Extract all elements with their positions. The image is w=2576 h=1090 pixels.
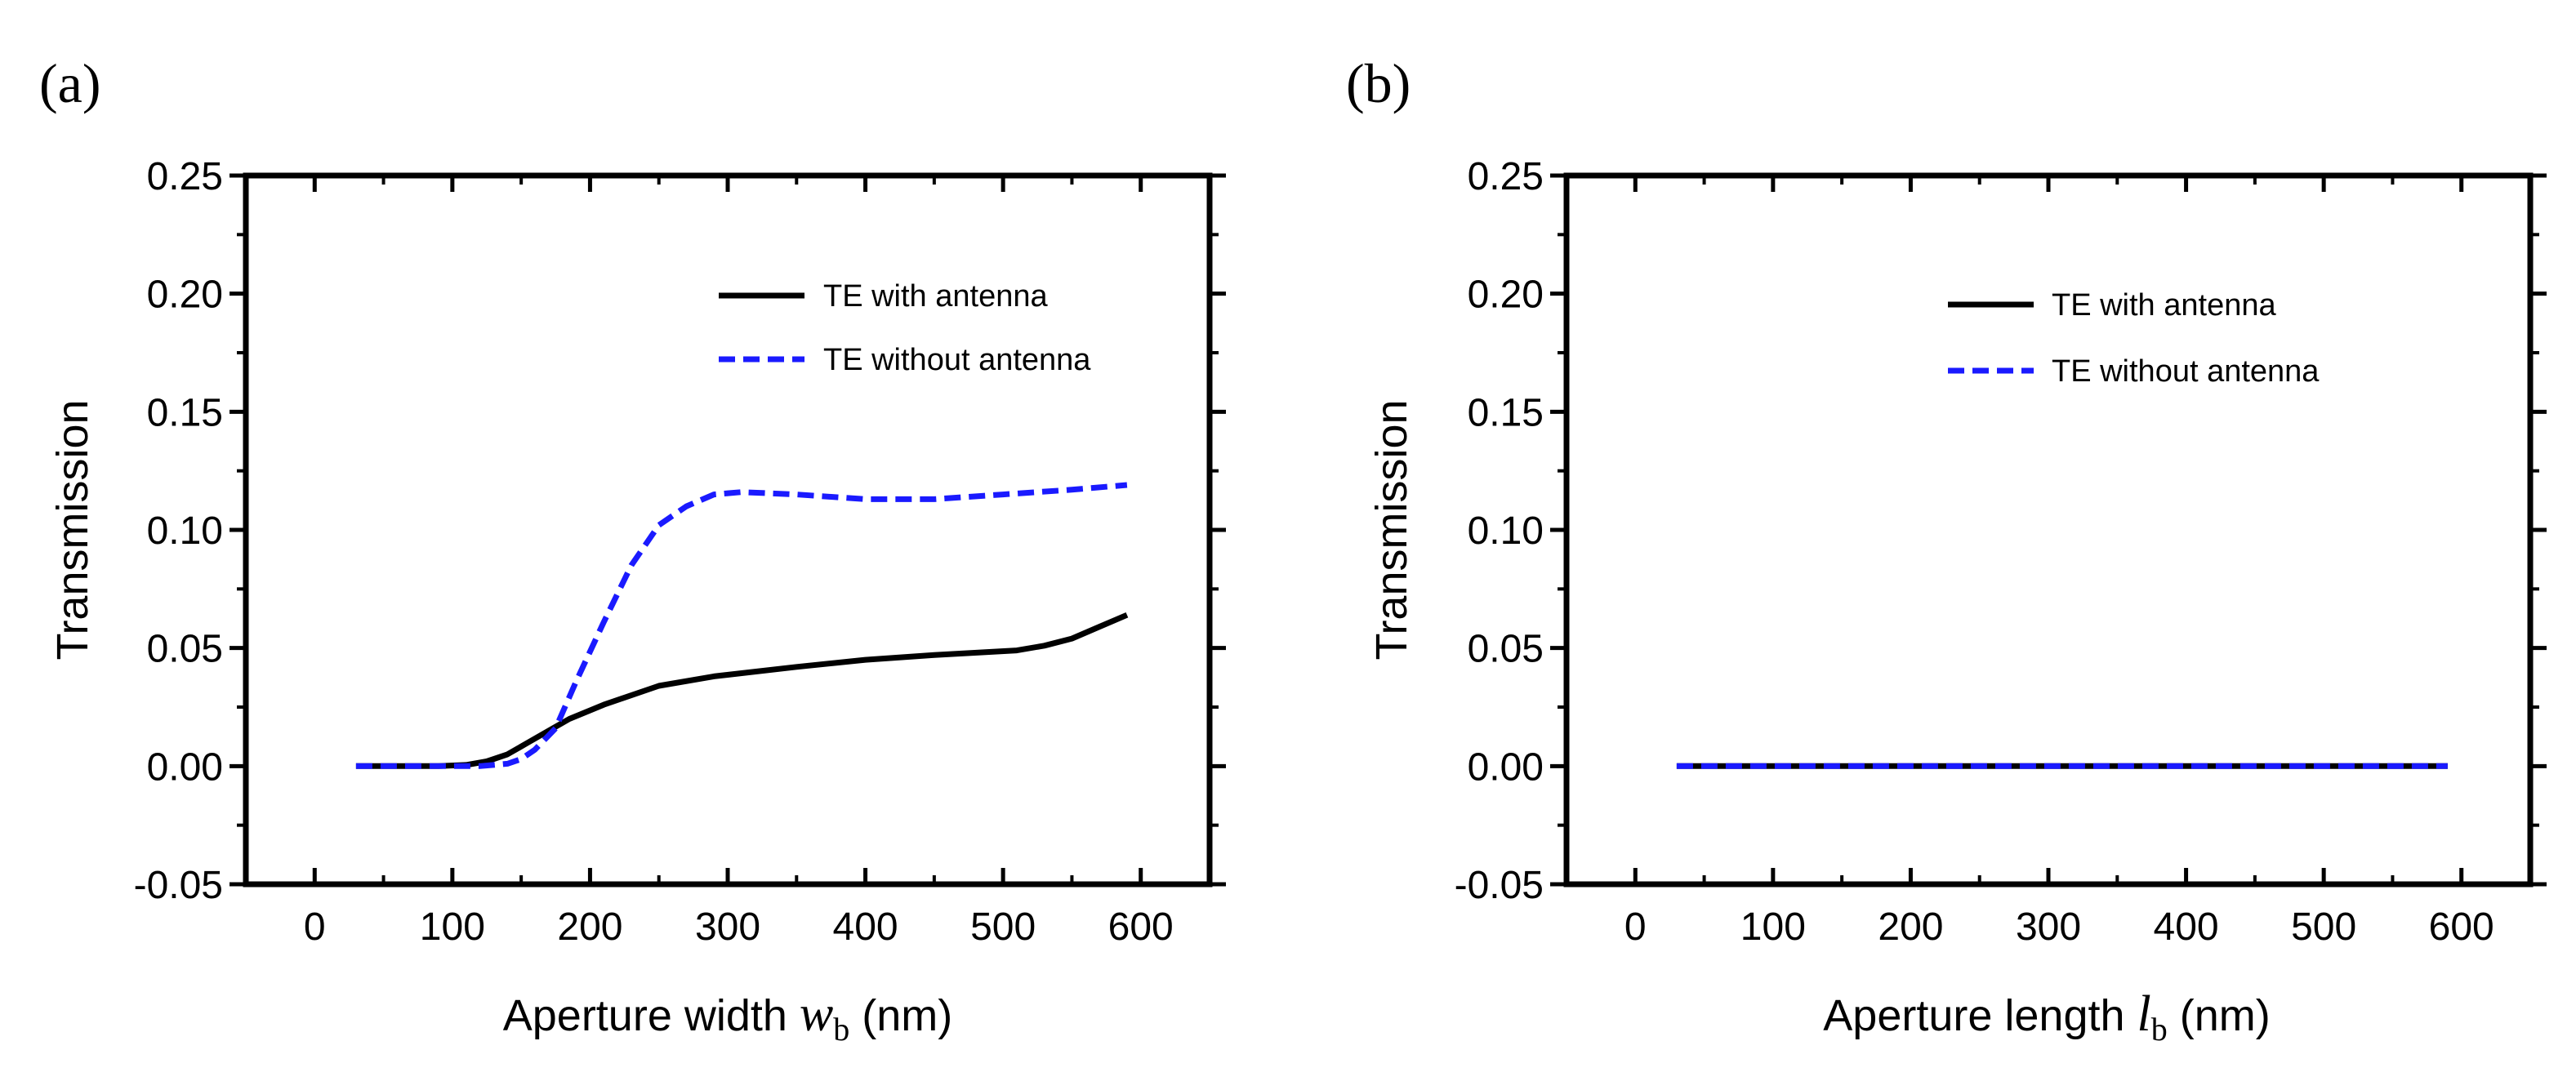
x-tick-label: 600 <box>1108 905 1174 949</box>
legend-label-without-antenna-a: TE without antenna <box>823 343 1091 377</box>
legend-a: TE with antenna TE without antenna <box>719 279 1091 377</box>
plot-frame-b <box>1563 172 2534 888</box>
x-tick-label: 500 <box>970 905 1036 949</box>
y-tick-label: 0.15 <box>147 391 223 434</box>
x-axis-var-a: w <box>800 986 833 1042</box>
y-tick-label: 0.10 <box>147 509 223 553</box>
x-tick-label: 200 <box>1878 905 1943 949</box>
y-tick-label: 0.25 <box>147 155 223 198</box>
y-tick-label: 0.05 <box>147 628 223 671</box>
y-tick-label: -0.05 <box>1455 864 1544 907</box>
x-axis-var-b: l <box>2137 986 2151 1042</box>
x-axis-title-suffix-a: (nm) <box>849 991 952 1040</box>
series-with-antenna-line-a <box>355 612 1129 769</box>
plot-frame-a <box>243 172 1213 888</box>
y-tick-label: 0.25 <box>1468 155 1544 198</box>
x-tick-label: 500 <box>2291 905 2356 949</box>
x-axis-title-suffix-b: (nm) <box>2168 991 2271 1040</box>
y-tick-label: 0.00 <box>1468 745 1544 789</box>
y-tick-label: 0.15 <box>1468 391 1544 434</box>
panel-a: (a) 0 100 200 300 400 500 600 -0.05 0.00 0.05 0.10… <box>39 52 1226 1048</box>
x-tick-label: 200 <box>557 905 622 949</box>
y-tick-label: 0.20 <box>1468 274 1544 317</box>
y-tick-label: 0.10 <box>1468 509 1544 553</box>
x-tick-label: 0 <box>304 905 326 949</box>
x-tick-label: 0 <box>1624 905 1647 949</box>
x-tick-label: 300 <box>695 905 760 949</box>
x-tick-label: 600 <box>2429 905 2494 949</box>
x-axis-sub-a: b <box>833 1011 849 1048</box>
legend-label-with-antenna-b: TE with antenna <box>2052 288 2276 323</box>
x-tick-label: 100 <box>1740 905 1806 949</box>
panel-b: (b) 0 100 200 300 400 500 600 -0.05 0.00 0.05 0.10… <box>1346 52 2547 1048</box>
y-axis-title-b: Transmission <box>1367 399 1416 660</box>
x-tick-label: 300 <box>2016 905 2081 949</box>
x-axis-sub-b: b <box>2151 1011 2168 1048</box>
x-axis-title-a: Aperture width wb (nm) <box>503 986 953 1048</box>
legend-b: TE with antenna TE without antenna <box>1948 288 2320 389</box>
y-tick-label: 0.20 <box>147 274 223 317</box>
y-axis-title-a: Transmission <box>48 399 97 660</box>
x-tick-label: 400 <box>2154 905 2219 949</box>
y-tick-label: 0.00 <box>147 745 223 789</box>
legend-label-with-antenna-a: TE with antenna <box>823 279 1048 314</box>
panel-label-b: (b) <box>1346 52 1411 114</box>
y-tick-label: 0.05 <box>1468 628 1544 671</box>
x-tick-label: 400 <box>833 905 898 949</box>
x-axis-title-prefix-a: Aperture width <box>503 991 800 1040</box>
panel-label-a: (a) <box>39 52 100 114</box>
series-without-antenna-line-a <box>355 482 1128 769</box>
x-axis-title-prefix-b: Aperture length <box>1823 991 2137 1040</box>
y-tick-label: -0.05 <box>134 864 223 907</box>
legend-label-without-antenna-b: TE without antenna <box>2052 354 2320 389</box>
x-axis-title-b: Aperture length lb (nm) <box>1823 986 2270 1048</box>
x-tick-label: 100 <box>420 905 485 949</box>
